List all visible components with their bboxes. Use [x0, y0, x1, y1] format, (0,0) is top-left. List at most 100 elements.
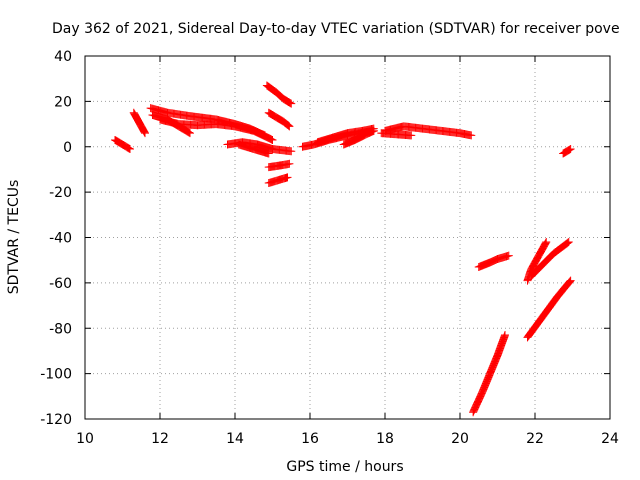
interpolated-points [137, 123, 149, 137]
y-tick-label: -60 [49, 276, 72, 292]
interpolated-points [130, 109, 141, 123]
y-tick-label: -120 [40, 412, 72, 428]
data-point [287, 147, 296, 156]
data-point [407, 131, 416, 140]
series-arc-1 [111, 135, 134, 154]
interpolated-points [340, 136, 358, 149]
series-arc-16 [377, 129, 416, 140]
interpolated-points [486, 352, 502, 377]
interpolated-points [550, 238, 572, 257]
x-tick-label: 18 [376, 431, 394, 447]
series-arc-2 [129, 108, 149, 138]
interpolated-points [560, 147, 570, 157]
y-tick-label: -20 [49, 185, 72, 201]
data-point [126, 145, 134, 154]
interpolated-points [265, 109, 280, 121]
interpolated-points [314, 133, 336, 146]
series-arc-20 [527, 238, 573, 281]
interpolated-points [419, 124, 445, 135]
interpolated-points [329, 129, 351, 142]
interpolated-points [250, 145, 272, 158]
data-point [467, 131, 476, 140]
y-tick-label: -100 [40, 367, 72, 383]
interpolated-points [235, 140, 257, 153]
data-point [504, 251, 513, 260]
interpolated-points [475, 258, 493, 271]
interpolated-points [280, 118, 293, 130]
interpolated-points [263, 82, 280, 96]
interpolated-points [250, 127, 276, 144]
interpolated-points [111, 136, 124, 147]
interpolated-points [280, 95, 295, 108]
series-arc-9 [264, 108, 294, 131]
interpolated-points [117, 139, 130, 151]
interpolated-points [478, 370, 494, 395]
y-tick-label: -80 [49, 321, 72, 337]
interpolated-points [539, 293, 561, 320]
series-arc-22 [559, 145, 575, 158]
y-axis-label: SDTVAR / TECUs [6, 180, 22, 295]
interpolated-points [493, 332, 509, 359]
series-arc-11 [264, 173, 292, 188]
data-point [268, 135, 277, 144]
x-tick-label: 22 [526, 431, 544, 447]
data-point [542, 238, 551, 247]
series-arc-10 [264, 159, 294, 172]
interpolated-points [527, 252, 543, 273]
series-arc-13 [313, 124, 378, 147]
interpolated-points [280, 173, 291, 183]
data-point [285, 122, 294, 131]
interpolated-points [352, 130, 370, 144]
x-tick-label: 14 [226, 431, 244, 447]
data-point [566, 276, 575, 285]
chart-title: Day 362 of 2021, Sidereal Day-to-day VTE… [52, 21, 620, 37]
interpolated-points [554, 277, 574, 300]
series-arc-18 [474, 251, 513, 271]
interpolated-points [535, 239, 550, 259]
x-tick-label: 16 [301, 431, 319, 447]
axis-ticks: 10 12 14 16 18 20 22 24 -120 -100 -80 -60 -40 -20 0 20 4… [40, 49, 619, 447]
series-arc-8 [262, 81, 296, 108]
data-point [287, 99, 296, 108]
data-point [369, 126, 378, 135]
series-arc-17 [469, 331, 509, 417]
x-axis-label: GPS time / hours [286, 459, 403, 475]
interpolated-points [254, 140, 276, 153]
data-point [564, 238, 573, 247]
data-point [264, 149, 273, 158]
y-tick-label: 20 [54, 94, 72, 110]
interpolated-points [469, 388, 487, 416]
x-tick-label: 20 [451, 431, 469, 447]
interpolated-points [563, 145, 574, 155]
data-point [186, 129, 194, 138]
data-point [501, 331, 509, 340]
interpolated-points [134, 116, 145, 130]
interpolated-points [157, 115, 182, 128]
y-tick-label: 0 [63, 140, 72, 156]
interpolated-points [123, 143, 134, 153]
series-arc-21 [523, 276, 575, 342]
x-tick-label: 10 [76, 431, 94, 447]
interpolated-points [269, 145, 295, 156]
series-arc-7 [234, 140, 273, 158]
interpolated-points [273, 113, 287, 126]
x-tick-label: 12 [151, 431, 169, 447]
interpolated-points [524, 313, 546, 341]
data-point [285, 159, 294, 168]
x-tick-label: 24 [601, 431, 619, 447]
interpolated-points [147, 104, 171, 117]
data-point [566, 145, 575, 154]
interpolated-points [539, 250, 557, 268]
y-tick-label: -40 [49, 231, 72, 247]
interpolated-points [232, 122, 257, 135]
data-points [111, 81, 575, 417]
interpolated-points [438, 127, 463, 137]
interpolated-points [273, 89, 287, 103]
interpolated-points [528, 261, 546, 280]
data-point [141, 129, 149, 138]
y-tick-label: 40 [54, 49, 72, 65]
data-point [283, 173, 292, 182]
series-arc-5 [156, 115, 277, 144]
series-arc-14 [339, 126, 378, 149]
